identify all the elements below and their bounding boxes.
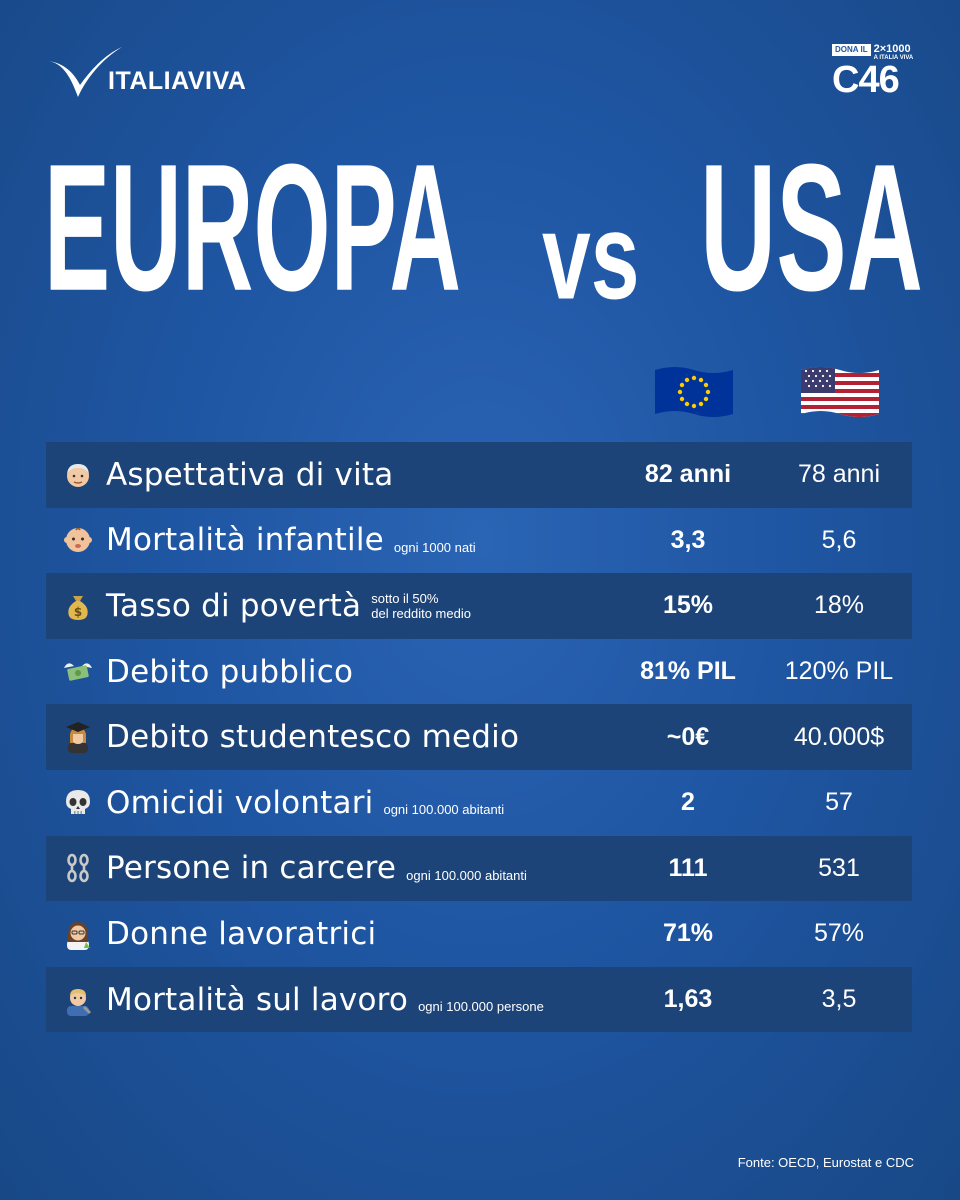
donation-badge: DONA IL 2×1000 A ITALIA VIVA C46	[832, 44, 916, 100]
usa-value: 57%	[813, 919, 865, 948]
usa-value: 78 anni	[797, 460, 881, 489]
row-label: Mortalità sul lavoro	[106, 981, 409, 1018]
eu-flag-icon	[651, 364, 737, 420]
title-vs: vs	[542, 188, 640, 326]
source-note: Fonte: OECD, Eurostat e CDC	[737, 1155, 914, 1170]
table-row: Mortalità sul lavoro ogni 100.000 persone…	[46, 966, 912, 1033]
student-icon	[62, 721, 94, 754]
mechanic-icon	[62, 984, 94, 1016]
row-label: Debito pubblico	[106, 653, 354, 690]
row-note: ogni 100.000 abitanti	[406, 868, 527, 883]
table-row: Omicidi volontari ogni 100.000 abitanti 2 5…	[46, 770, 912, 836]
row-label-cell: Debito pubblico	[62, 639, 353, 705]
usa-value: 40.000$	[793, 722, 885, 751]
row-note-line: del reddito medio	[371, 605, 471, 621]
row-label: Tasso di povertà	[106, 587, 362, 624]
row-label-cell: Omicidi volontari ogni 100.000 abitanti	[62, 770, 504, 836]
europe-value: 111	[668, 853, 708, 882]
row-label-cell: Mortalità sul lavoro ogni 100.000 persone	[62, 967, 544, 1033]
money-bag-icon: $	[62, 590, 94, 622]
skull-icon	[62, 787, 94, 819]
row-note: ogni 1000 nati	[394, 540, 476, 555]
badge-dona: DONA IL	[832, 44, 871, 56]
usa-value: 531	[818, 853, 860, 882]
italiaviva-logo: ITALIAVIVA	[44, 44, 246, 104]
row-note: ogni 100.000 abitanti	[383, 802, 504, 817]
page-title: EUROPA vs USA	[44, 125, 923, 329]
row-note: ogni 100.000 persone	[418, 999, 544, 1014]
row-note-line: ogni 1000 nati	[393, 539, 476, 555]
brand-name: ITALIAVIVA	[108, 66, 247, 95]
chains-icon	[62, 852, 94, 884]
row-label: Omicidi volontari	[106, 784, 374, 821]
usa-value: 3,5	[821, 985, 857, 1014]
row-label-cell: Donne lavoratrici	[62, 901, 376, 967]
europe-value: 71%	[662, 919, 714, 948]
row-label: Persone in carcere	[106, 850, 397, 887]
europe-value: 15%	[662, 591, 714, 620]
europe-value: 2	[681, 788, 695, 817]
row-note-line: ogni 100.000 abitanti	[406, 867, 527, 883]
money-with-wings-icon	[62, 656, 94, 688]
woman-scientist-icon	[62, 918, 94, 950]
table-row: $ Tasso di povertà sotto il 50% del reddito…	[46, 573, 912, 639]
badge-two-per-mille: 2×1000	[873, 43, 911, 55]
usa-value: 5,6	[821, 525, 857, 554]
table-row: Aspettativa di vita 82 anni 78 anni	[46, 442, 912, 508]
badge-a-italia-viva: A ITALIA VIVA	[873, 55, 914, 61]
row-label-cell: Mortalità infantile ogni 1000 nati	[62, 508, 476, 574]
row-label-cell: Aspettativa di vita	[62, 442, 393, 508]
old-man-icon	[62, 459, 94, 491]
table-row: Persone in carcere ogni 100.000 abitanti 1…	[46, 835, 912, 902]
row-note-line: ogni 100.000 persone	[418, 999, 544, 1015]
row-label-cell: $ Tasso di povertà sotto il 50% del reddito…	[62, 573, 471, 639]
baby-icon	[62, 524, 94, 556]
usa-value: 18%	[813, 591, 865, 620]
row-label: Donne lavoratrici	[106, 915, 377, 952]
europe-value: 82 anni	[644, 460, 732, 489]
row-label: Aspettativa di vita	[106, 456, 394, 493]
table-row: Debito studentesco medio ~0€ 40.000$	[46, 704, 912, 770]
row-label-cell: Debito studentesco medio	[62, 704, 519, 770]
usa-value: 120% PIL	[784, 657, 894, 686]
comparison-table: Aspettativa di vita 82 anni 78 anni Mortali…	[46, 442, 912, 1033]
title-usa: USA	[700, 125, 923, 329]
badge-code: C46	[832, 59, 900, 101]
row-note-line: sotto il 50%	[371, 590, 439, 606]
europe-value: 1,63	[663, 985, 713, 1014]
row-label: Mortalità infantile	[106, 522, 384, 559]
europe-value: 81% PIL	[640, 657, 736, 686]
europe-value: 3,3	[670, 525, 706, 554]
svg-text:$: $	[74, 605, 82, 619]
usa-value: 57	[825, 788, 853, 817]
europe-value: ~0€	[666, 722, 710, 751]
row-note-line: ogni 100.000 abitanti	[383, 802, 505, 818]
row-label: Debito studentesco medio	[106, 719, 520, 756]
table-row: Donne lavoratrici 71% 57%	[46, 901, 912, 967]
italiaviva-logo-icon	[48, 47, 122, 97]
table-row: Mortalità infantile ogni 1000 nati 3,3 5,6	[46, 508, 912, 574]
us-flag-icon	[797, 364, 883, 420]
title-europa: EUROPA	[44, 125, 462, 329]
row-note: sotto il 50% del reddito medio	[371, 591, 471, 621]
table-row: Debito pubblico 81% PIL 120% PIL	[46, 639, 912, 705]
row-label-cell: Persone in carcere ogni 100.000 abitanti	[62, 836, 527, 902]
